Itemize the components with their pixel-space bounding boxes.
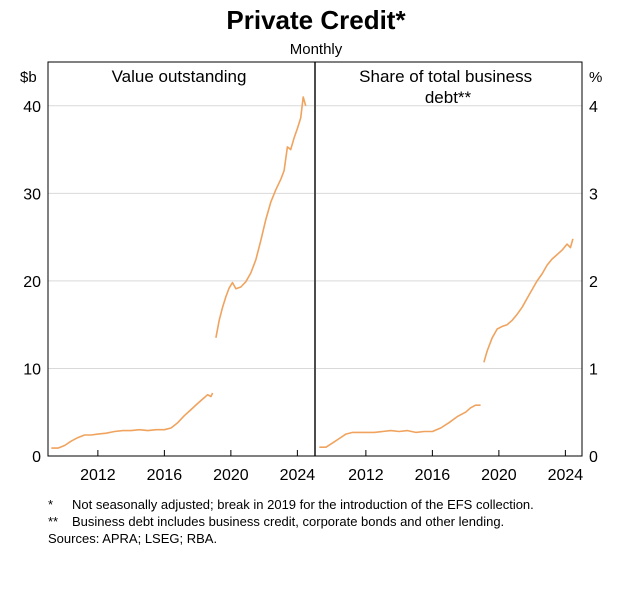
sources: Sources: APRA; LSEG; RBA. (48, 531, 218, 546)
series-lines (51, 96, 574, 449)
x-tick-label: 2020 (481, 467, 517, 484)
y-tick-label: 2 (589, 274, 598, 291)
x-tick-label: 2020 (213, 467, 249, 484)
chart-figure: Private Credit* Monthly $b % Value outst… (20, 5, 602, 484)
x-tick-label: 2012 (80, 467, 116, 484)
x-tick-label: 2012 (348, 467, 384, 484)
chart-title: Private Credit* (226, 5, 406, 35)
y-tick-label: 4 (589, 99, 598, 116)
y-tick-label: 0 (589, 449, 598, 466)
right-panel-title-line-2: debt** (425, 88, 472, 107)
right-unit-label: % (589, 69, 602, 86)
series-line-post-break (483, 238, 574, 363)
chart-subtitle: Monthly (290, 41, 343, 58)
right-panel-title-line-1: Share of total business (359, 67, 532, 86)
footnotes: * Not seasonally adjusted; break in 2019… (48, 497, 608, 546)
tick-labels: 0 10 20 30 40 2012 2016 2020 2024 0 1 2 3 4 2012 2016 20… (23, 99, 598, 484)
footnote-2-text: Business debt includes business credit, … (72, 514, 505, 529)
series-line-pre-break (319, 404, 481, 448)
footnote-2: ** Business debt includes business credi… (48, 514, 608, 529)
footnote-1: * Not seasonally adjusted; break in 2019… (48, 497, 608, 512)
axes (47, 61, 583, 457)
series-line-pre-break (51, 392, 214, 449)
x-tick-label: 2024 (280, 467, 316, 484)
x-tick-label: 2024 (548, 467, 584, 484)
y-tick-label: 40 (23, 99, 41, 116)
y-tick-label: 20 (23, 274, 41, 291)
footnote-1-text: Not seasonally adjusted; break in 2019 f… (72, 497, 534, 512)
right-panel-title: Share of total business debt** (359, 67, 537, 107)
footnote-1-mark: * (48, 497, 54, 512)
footnote-2-mark: ** (48, 514, 59, 529)
left-unit-label: $b (20, 69, 37, 86)
y-tick-label: 1 (589, 361, 598, 378)
y-tick-label: 10 (23, 361, 41, 378)
y-tick-label: 3 (589, 186, 598, 203)
y-tick-label: 30 (23, 186, 41, 203)
series-line-post-break (215, 96, 307, 338)
gridlines (48, 105, 582, 369)
x-tick-label: 2016 (147, 467, 183, 484)
y-tick-label: 0 (32, 449, 41, 466)
x-tick-label: 2016 (415, 467, 451, 484)
left-panel-title: Value outstanding (112, 67, 247, 86)
